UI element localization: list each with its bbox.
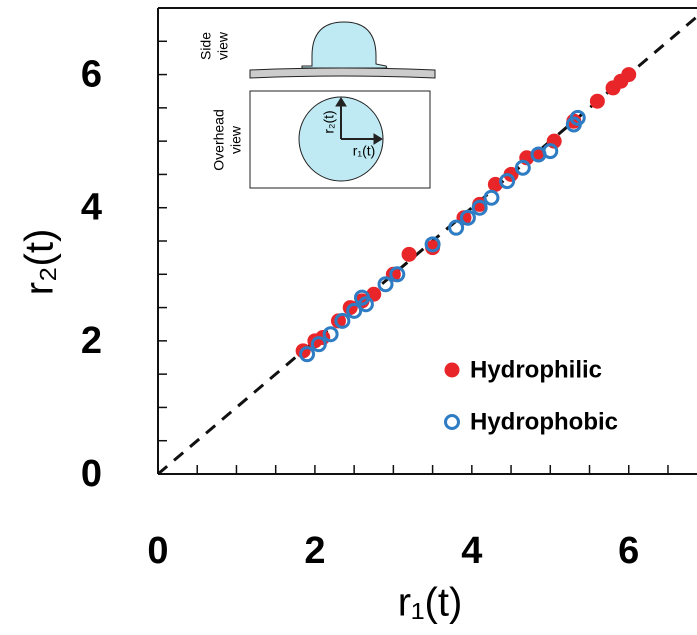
substrate [249, 67, 436, 79]
point [472, 196, 488, 212]
inset-label: view [228, 125, 244, 154]
y-tick-label: 2 [81, 320, 102, 362]
point [322, 326, 339, 343]
y-axis-label: r₂(t) [18, 229, 62, 296]
point [621, 67, 637, 83]
legend-label: Hydrophilic [470, 356, 602, 383]
point [401, 246, 417, 262]
point [377, 276, 394, 293]
legend-marker [444, 362, 460, 378]
inset-label: r₁(t) [353, 143, 376, 159]
point [425, 240, 441, 256]
x-tick-label: 6 [618, 530, 639, 572]
point [471, 199, 488, 216]
point [459, 209, 476, 226]
point [299, 346, 316, 363]
point [334, 312, 351, 329]
arrow-head [335, 97, 347, 107]
legend-label: Hydrophobic [470, 408, 618, 435]
point [346, 302, 363, 319]
point [424, 236, 441, 253]
x-tick-label: 2 [304, 530, 325, 572]
point [357, 296, 374, 313]
point [487, 176, 503, 192]
point [589, 93, 605, 109]
x-tick-label: 4 [461, 530, 482, 572]
x-tick-label: 0 [147, 530, 168, 572]
point [499, 173, 516, 190]
y-tick-label: 0 [81, 453, 102, 495]
inset-label: view [215, 31, 231, 60]
identity-line [157, 15, 697, 476]
arrow-head [373, 133, 383, 145]
inset-label: Side [198, 32, 214, 60]
legend-marker [444, 414, 460, 430]
y-tick-label: 6 [81, 54, 102, 96]
point [514, 159, 531, 176]
droplet-side [301, 21, 388, 69]
point [448, 219, 465, 236]
point [310, 336, 327, 353]
point [483, 189, 500, 206]
inset [249, 21, 436, 189]
point [569, 109, 586, 126]
point [330, 313, 346, 329]
y-tick-label: 4 [81, 187, 102, 229]
x-axis-label: r₁(t) [398, 581, 463, 625]
point [542, 143, 559, 160]
inset-label: r₂(t) [321, 110, 337, 133]
inset-label: Overhead [211, 109, 227, 170]
point [389, 266, 406, 283]
